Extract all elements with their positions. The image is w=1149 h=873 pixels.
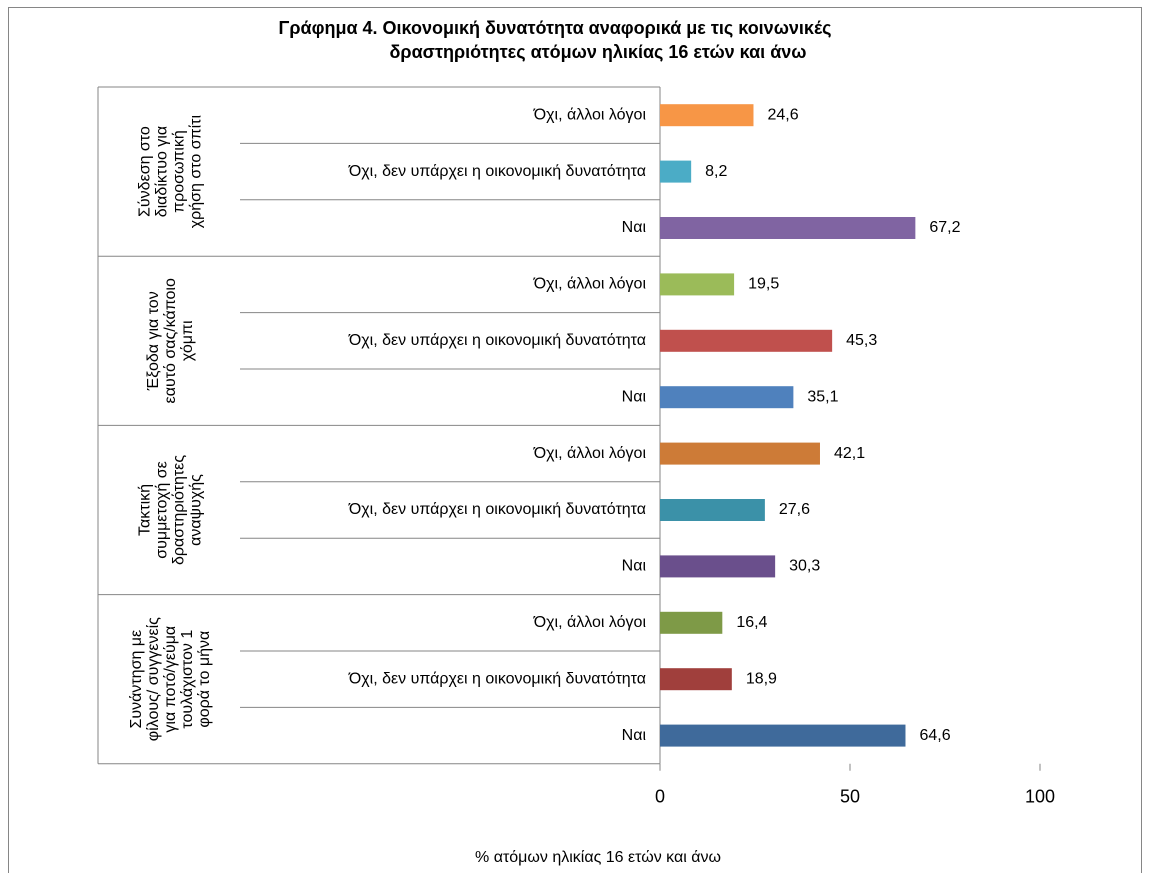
category-label: Όχι, άλλοι λόγοι: [533, 106, 647, 123]
group-label-line: Σύνδεση στο: [137, 126, 154, 217]
group-label: Συνάντηση με φίλους/ συγγενείς για ποτό/γε…: [128, 617, 213, 741]
bar: [660, 668, 732, 691]
group-label: Σύνδεση στο διαδίκτυο για προσωπική χρήση σ…: [137, 115, 205, 229]
category-label: Όχι, δεν υπάρχει η οικονομική δυνατότητα: [348, 332, 646, 349]
category-label: Όχι, δεν υπάρχει η οικονομική δυνατότητα: [348, 163, 646, 180]
bar: [660, 611, 723, 634]
group-label-line: Τακτική: [137, 484, 154, 536]
group-label-line: Συνάντηση με: [128, 630, 145, 729]
data-label: 24,6: [767, 106, 798, 123]
data-label: 18,9: [746, 670, 777, 687]
bar: [660, 329, 833, 352]
data-label: 16,4: [736, 614, 767, 631]
category-label: Όχι, άλλοι λόγοι: [533, 276, 647, 293]
data-label: 27,6: [779, 501, 810, 518]
group-label-line: Έξοδα για τον: [145, 291, 162, 391]
group-label-line: διαδίκτυο για: [154, 126, 171, 217]
bar: [660, 104, 754, 127]
category-label: Όχι, δεν υπάρχει η οικονομική δυνατότητα: [348, 501, 646, 518]
group-label: Έξοδα για τον εαυτό σας/κάποιο χόμπι: [145, 278, 196, 403]
bar: [660, 555, 776, 578]
chart-title: δραστηριότητες ατόμων ηλικίας 16 ετών κα…: [390, 42, 807, 62]
category-label: Ναι: [622, 219, 647, 236]
bar: [660, 160, 692, 183]
bar: [660, 499, 765, 521]
bar: [660, 273, 735, 296]
category-label: Ναι: [622, 388, 647, 405]
category-label: Ναι: [622, 558, 647, 575]
category-label: Ναι: [622, 727, 647, 744]
data-label: 42,1: [834, 445, 865, 462]
data-label: 30,3: [789, 558, 820, 575]
category-label: Όχι, δεν υπάρχει η οικονομική δυνατότητα: [348, 670, 646, 687]
chart-title: Γράφημα 4. Οικονομική δυνατότητα αναφορι…: [279, 18, 832, 38]
x-axis-label: % ατόμων ηλικίας 16 ετών και άνω: [475, 849, 721, 866]
data-label: 35,1: [807, 388, 838, 405]
bar: [660, 386, 794, 409]
data-label: 19,5: [748, 276, 779, 293]
category-label: Όχι, άλλοι λόγοι: [533, 614, 647, 631]
group-label-line: εαυτό σας/κάποιο: [162, 278, 179, 403]
data-label: 67,2: [929, 219, 960, 236]
group-label-line: φίλους/ συγγενείς: [145, 617, 162, 741]
group-label-line: τουλάχιστον 1: [179, 630, 196, 729]
group-label-line: χόμπι: [179, 320, 196, 361]
data-label: 45,3: [846, 332, 877, 349]
bar: [660, 724, 906, 747]
category-label: Όχι, άλλοι λόγοι: [533, 445, 647, 462]
group-label-line: συμμετοχή σε: [154, 461, 171, 559]
x-tick-label: 50: [840, 787, 860, 807]
group-label-line: δραστηριότητες: [171, 455, 188, 565]
group-label-line: χρήση στο σπίτι: [188, 115, 205, 229]
bar: [660, 442, 820, 465]
group-label-line: φορά το μήνα: [196, 631, 213, 728]
chart-frame: [8, 7, 1142, 873]
x-tick-label: 0: [655, 787, 665, 807]
group-label: Τακτική συμμετοχή σε δραστηριότητες αναψυχή…: [137, 455, 205, 565]
bar: [660, 217, 916, 239]
group-label-line: για ποτό/γεύμα: [162, 626, 179, 733]
x-tick-label: 100: [1025, 787, 1055, 807]
data-label: 64,6: [919, 727, 950, 744]
data-label: 8,2: [705, 163, 727, 180]
group-label-line: προσωπική: [171, 130, 188, 213]
group-label-line: αναψυχής: [188, 474, 205, 546]
